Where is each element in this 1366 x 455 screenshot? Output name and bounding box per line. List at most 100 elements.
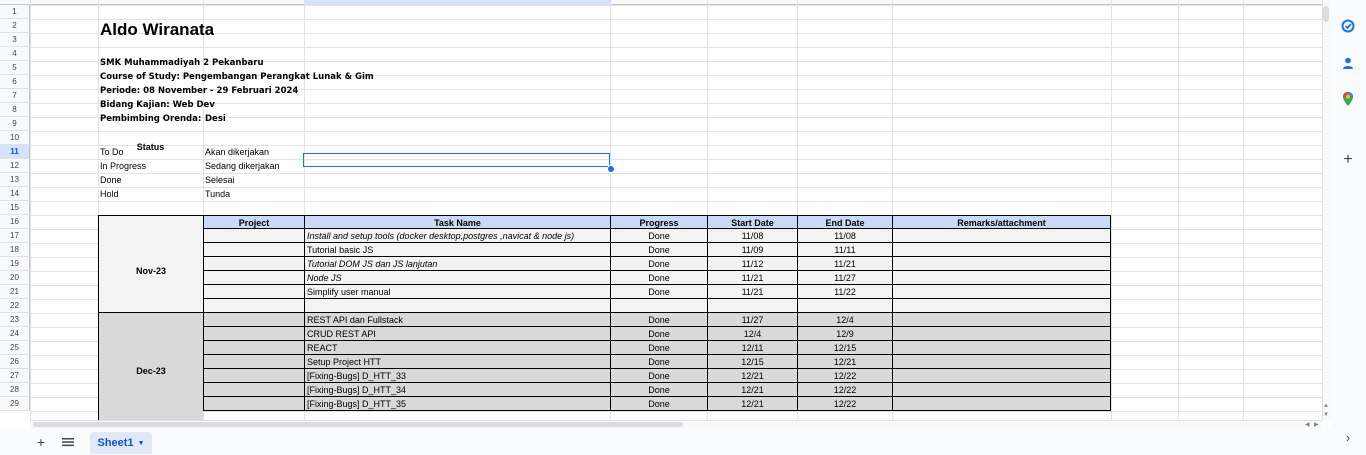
mentor-label: Pembimbing Orenda:	[100, 114, 202, 124]
task-name-cell: Node JS	[304, 271, 610, 285]
start-date-cell: 12/21	[707, 397, 797, 411]
row-header[interactable]: 11	[0, 145, 30, 159]
remarks-cell	[892, 355, 1111, 369]
grid-row-line	[30, 103, 1322, 104]
grid-row-line	[30, 89, 1322, 90]
row-header[interactable]: 22	[0, 299, 30, 313]
student-name-title: Aldo Wiranata	[100, 20, 215, 39]
row-header[interactable]: 27	[0, 369, 30, 383]
grid-row-line	[30, 173, 1322, 174]
column-header-strip[interactable]	[0, 0, 1322, 5]
end-date-cell: 11/11	[797, 243, 892, 257]
add-sheet-icon[interactable]: +	[36, 434, 46, 450]
start-date-cell: 11/21	[707, 285, 797, 299]
period-text: Periode: 08 November - 29 Februari 2024	[100, 86, 299, 96]
grid-row-line	[30, 61, 1322, 62]
task-name-cell	[304, 299, 610, 313]
row-header[interactable]: 12	[0, 159, 30, 173]
row-header[interactable]: 7	[0, 89, 30, 103]
selected-column-header[interactable]	[304, 0, 610, 5]
row-header[interactable]: 2	[0, 19, 30, 33]
grid-column-line	[797, 0, 798, 420]
row-header[interactable]: 9	[0, 117, 30, 131]
project-cell	[203, 243, 304, 257]
end-date-cell: 12/15	[797, 341, 892, 355]
row-header[interactable]: 28	[0, 383, 30, 397]
row-header[interactable]: 21	[0, 285, 30, 299]
project-cell	[203, 383, 304, 397]
row-header[interactable]: 3	[0, 33, 30, 47]
end-date-cell: 12/9	[797, 327, 892, 341]
group-header-cell	[98, 215, 203, 229]
status-description: Selesai	[205, 175, 235, 185]
task-name-cell: Tutorial DOM JS dan JS lanjutan	[304, 257, 610, 271]
grid-column-line	[707, 0, 708, 420]
grid-column-line	[30, 0, 31, 420]
row-header[interactable]: 18	[0, 243, 30, 257]
row-header[interactable]: 29	[0, 397, 30, 411]
task-name-cell: Simplify user manual	[304, 285, 610, 299]
vertical-scrollbar[interactable]	[1322, 0, 1331, 420]
chevron-down-icon[interactable]: ▼	[137, 439, 145, 447]
row-header[interactable]: 14	[0, 187, 30, 201]
row-header[interactable]: 4	[0, 47, 30, 61]
sheet-tab-sheet1[interactable]: Sheet1 ▼	[90, 432, 152, 454]
row-header[interactable]: 6	[0, 75, 30, 89]
side-panel	[1330, 0, 1366, 455]
end-date-cell: 12/22	[797, 383, 892, 397]
row-header[interactable]: 1	[0, 5, 30, 19]
project-cell	[203, 285, 304, 299]
row-header[interactable]: 13	[0, 173, 30, 187]
row-header[interactable]: 16	[0, 215, 30, 229]
grid-row-line	[30, 411, 1322, 412]
spreadsheet-grid[interactable]: 1 2 3 4 5 6 7 8 9 10 11 12 13 14 15 16 17 18 19 20 21 22 23 24 2…	[0, 0, 1322, 420]
row-header[interactable]: 23	[0, 313, 30, 327]
grid-row-line	[30, 33, 1322, 34]
mentor-name: Desi	[205, 114, 226, 124]
project-cell	[203, 341, 304, 355]
task-name-cell: Tutorial basic JS	[304, 243, 610, 257]
fill-handle[interactable]	[607, 165, 615, 173]
progress-cell: Done	[610, 229, 707, 243]
scroll-down-arrow-icon[interactable]: ▼	[1323, 412, 1329, 418]
remarks-cell	[892, 341, 1111, 355]
collapse-panel-icon[interactable]: ›	[1345, 429, 1351, 445]
row-header[interactable]: 5	[0, 61, 30, 75]
grid-row-line	[30, 187, 1322, 188]
row-header[interactable]: 25	[0, 341, 30, 355]
grid-row-line	[30, 201, 1322, 202]
active-cell-selection[interactable]	[303, 153, 610, 167]
scroll-up-arrow-icon[interactable]: ▲	[1323, 403, 1329, 409]
remarks-cell	[892, 243, 1111, 257]
remarks-cell	[892, 299, 1111, 313]
vertical-scroll-thumb[interactable]	[1323, 6, 1329, 22]
contacts-icon[interactable]	[1339, 54, 1357, 72]
row-header[interactable]: 15	[0, 201, 30, 215]
row-header[interactable]: 17	[0, 229, 30, 243]
tasks-icon[interactable]	[1339, 17, 1357, 35]
task-name-cell: CRUD REST API	[304, 327, 610, 341]
all-sheets-menu-icon[interactable]	[58, 432, 78, 452]
row-header[interactable]: 19	[0, 257, 30, 271]
maps-icon[interactable]	[1339, 90, 1357, 108]
end-date-cell: 11/21	[797, 257, 892, 271]
remarks-cell	[892, 397, 1111, 411]
row-header[interactable]: 20	[0, 271, 30, 285]
remarks-cell	[892, 229, 1111, 243]
table-header-cell: Progress	[610, 215, 707, 229]
scroll-right-arrow-icon[interactable]: ▶	[1314, 422, 1319, 428]
add-addon-icon[interactable]: +	[1343, 151, 1353, 168]
row-header[interactable]: 24	[0, 327, 30, 341]
row-header[interactable]: 10	[0, 131, 30, 145]
horizontal-scroll-thumb[interactable]	[33, 422, 683, 427]
scroll-left-arrow-icon[interactable]: ◀	[1305, 422, 1310, 428]
grid-row-line	[30, 75, 1322, 76]
start-date-cell: 12/15	[707, 355, 797, 369]
row-header[interactable]: 8	[0, 103, 30, 117]
progress-cell: Done	[610, 271, 707, 285]
grid-row-line	[30, 47, 1322, 48]
course-text: Course of Study: Pengembangan Perangkat …	[100, 72, 374, 82]
remarks-cell	[892, 313, 1111, 327]
task-name-cell: [Fixing-Bugs] D_HTT_33	[304, 369, 610, 383]
row-header[interactable]: 26	[0, 355, 30, 369]
